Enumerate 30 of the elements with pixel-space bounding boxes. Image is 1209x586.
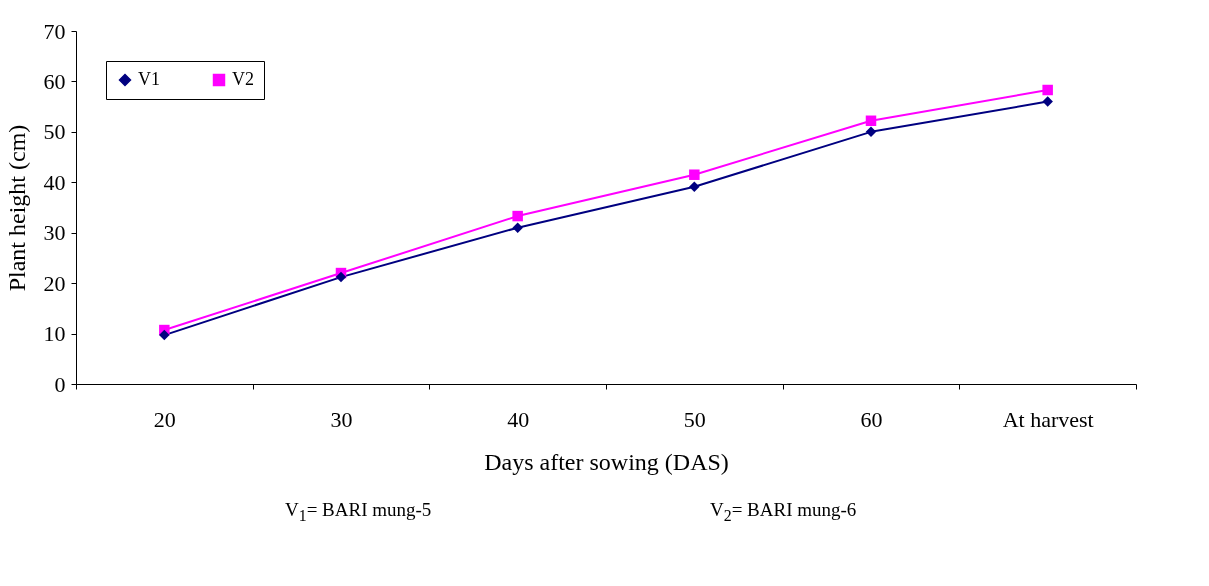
point <box>1042 84 1053 96</box>
y-axis-title: Plant height (cm) <box>3 124 30 292</box>
point <box>689 169 700 180</box>
point <box>865 126 877 138</box>
y-tick-label: 20 <box>43 270 66 296</box>
legend-label: V1 <box>138 69 160 89</box>
y-tick-label: 50 <box>43 119 66 145</box>
y-tick-label: 40 <box>43 169 66 195</box>
y-tick-label: 70 <box>43 18 66 44</box>
x-tick-label: 30 <box>330 406 353 432</box>
x-axis-title: Days after sowing (DAS) <box>484 448 729 475</box>
point <box>689 181 700 193</box>
y-tick-label: 10 <box>43 321 66 347</box>
x-tick-label: 20 <box>153 406 176 432</box>
text: V$_{1}$= BARI mung-5 <box>285 499 432 525</box>
x-tick-label: 40 <box>507 406 530 432</box>
x-tick-label: 60 <box>860 406 883 432</box>
y-tick-label: 60 <box>43 68 66 94</box>
y-tick-label: 30 <box>43 220 66 246</box>
legend-label: V2 <box>232 69 254 89</box>
x-tick-label: At harvest <box>1002 406 1094 432</box>
point <box>865 115 877 127</box>
point <box>1042 96 1053 107</box>
point <box>335 271 347 283</box>
point <box>512 222 523 233</box>
text: V$_{2}$= BARI mung-6 <box>710 499 857 525</box>
y-tick-label: 0 <box>54 371 66 397</box>
point <box>159 329 170 341</box>
x-tick-label: 50 <box>683 406 706 432</box>
point <box>512 210 523 222</box>
